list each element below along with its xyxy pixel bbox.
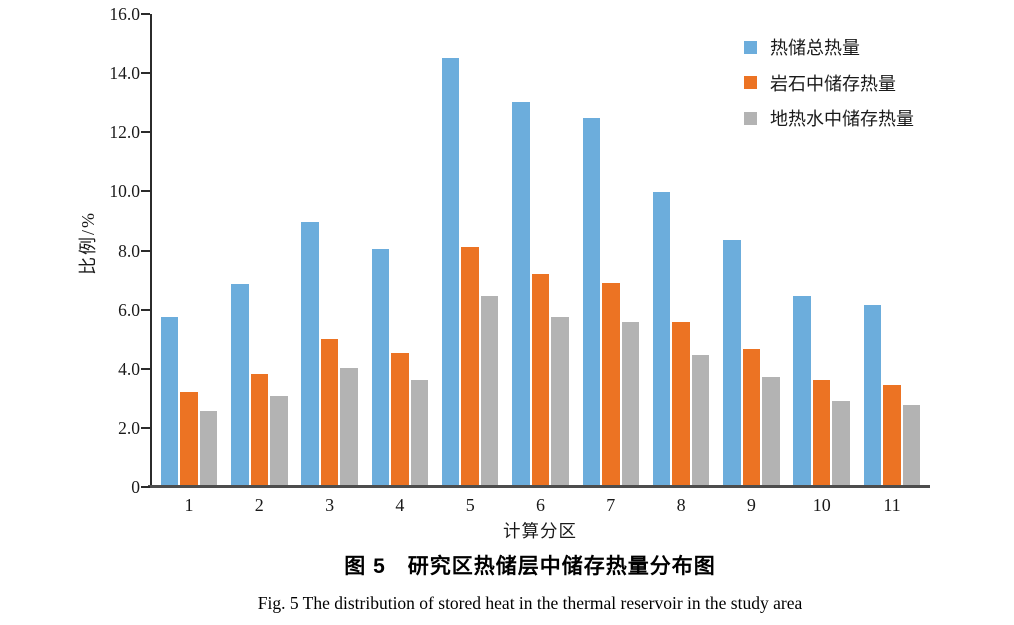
- legend-item: 热储总热量: [744, 35, 914, 59]
- bar: [582, 118, 601, 485]
- y-axis-tick-label: 8.0: [118, 240, 140, 261]
- y-axis-tick-label: 14.0: [109, 63, 140, 84]
- y-axis-tick: [141, 367, 150, 370]
- bar: [723, 239, 741, 485]
- y-axis-tick: [141, 308, 150, 311]
- y-axis-tick-label: 12.0: [109, 122, 140, 143]
- bar: [320, 338, 339, 485]
- y-axis-tick: [141, 249, 150, 252]
- x-axis-category-label: 6: [536, 495, 545, 515]
- legend-item: 岩石中储存热量: [744, 71, 914, 95]
- bar: [812, 380, 831, 485]
- x-axis-line: [148, 485, 930, 488]
- bar: [602, 282, 620, 485]
- bar: [531, 273, 550, 485]
- y-axis-tick: [141, 190, 150, 193]
- bar: [863, 304, 882, 485]
- x-axis-category-label: 1: [184, 495, 194, 515]
- y-axis-tick: [141, 131, 150, 134]
- legend: 热储总热量岩石中储存热量 地热水中储存热量: [744, 35, 914, 142]
- x-axis-category-label: 3: [325, 495, 335, 515]
- x-axis-category-label: 9: [746, 495, 756, 515]
- y-axis-tick-label: 10.0: [109, 181, 140, 202]
- bar: [231, 283, 249, 485]
- bar: [691, 354, 710, 485]
- bar: [371, 248, 390, 485]
- bar: [441, 57, 460, 485]
- bar: [199, 411, 218, 485]
- bar: [762, 377, 780, 485]
- bar: [410, 380, 429, 485]
- bar: [480, 295, 499, 485]
- bar: [512, 102, 530, 485]
- bar: [340, 368, 358, 485]
- bar: [180, 391, 198, 485]
- figure-caption-chinese: 图 5 研究区热储层中储存热量分布图: [344, 555, 716, 578]
- x-axis-title: 计算分区: [503, 521, 577, 541]
- bar: [883, 384, 901, 485]
- bar: [672, 322, 690, 485]
- y-axis-tick-label: 2.0: [118, 417, 140, 438]
- bar: [391, 353, 409, 485]
- y-axis-tick-label: 16.0: [109, 4, 140, 24]
- plot-area: 16.0 14.0 12.0 10.0 8.0 6.0 4.0 2.0 0 1 2 3 4 5 6 7 8 9 10…: [109, 4, 930, 515]
- bar: [270, 396, 288, 485]
- legend-item: 地热水中储存热量: [744, 106, 914, 130]
- y-axis-tick-label: 4.0: [118, 358, 140, 379]
- bar: [301, 221, 319, 485]
- bar: [621, 322, 640, 485]
- bar: [832, 400, 850, 485]
- bar: [160, 316, 179, 485]
- legend-label: 岩石中储存热量: [770, 73, 896, 94]
- legend-color-swatch: [744, 111, 757, 125]
- bar: [742, 349, 761, 485]
- x-axis-category-label: 5: [465, 495, 475, 515]
- y-axis-tick: [141, 486, 150, 488]
- x-axis-category-label: 11: [883, 495, 901, 515]
- x-axis-category-label: 7: [606, 495, 616, 515]
- bar: [902, 405, 921, 485]
- y-axis-tick: [141, 72, 150, 75]
- legend-color-swatch: [744, 76, 757, 89]
- bar: [793, 295, 811, 485]
- bar: [551, 316, 569, 485]
- figure-caption-english: Fig. 5 The distribution of stored heat i…: [257, 593, 803, 613]
- x-axis-category-label: 2: [254, 495, 264, 515]
- x-axis-category-label: 4: [395, 495, 405, 515]
- y-axis-tick-label: 6.0: [118, 299, 140, 320]
- legend-color-swatch: [744, 40, 757, 54]
- bar: [652, 192, 671, 485]
- bar: [461, 247, 479, 485]
- y-axis-tick: [141, 426, 150, 429]
- y-axis-tick-label: 0: [131, 477, 140, 497]
- y-axis-tick: [141, 13, 150, 15]
- legend-label: 热储总热量: [770, 38, 860, 58]
- x-axis-category-label: 8: [676, 495, 686, 515]
- x-axis-category-label: 10: [812, 495, 831, 515]
- bar: [250, 374, 269, 485]
- y-axis-line: [150, 14, 152, 487]
- legend-label: 地热水中储存热量: [770, 109, 914, 129]
